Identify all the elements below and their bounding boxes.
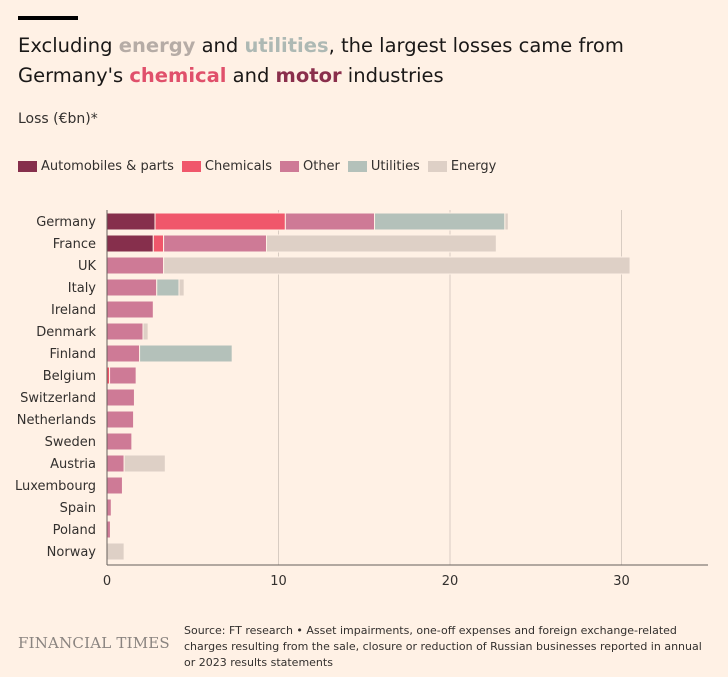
legend-item-chemicals: Chemicals	[181, 159, 272, 174]
bar-germany-energy	[504, 212, 509, 231]
title-highlight-utilities: utilities	[244, 34, 329, 57]
bar-france-chemicals	[152, 234, 165, 253]
bar-germany-chemicals	[154, 212, 286, 231]
title-highlight-motor: motor	[275, 64, 342, 87]
x-tick-label-10: 10	[270, 574, 287, 589]
bar-austria-energy	[123, 454, 166, 473]
bar-italy-utilities	[156, 278, 180, 297]
legend-label-utilities: Utilities	[370, 159, 420, 174]
bar-italy-energy	[178, 278, 185, 297]
bar-poland-other	[106, 520, 111, 539]
legend-item-automobiles: Automobiles & parts	[18, 159, 174, 174]
bar-spain-other	[106, 498, 112, 517]
category-label-luxembourg: Luxembourg	[15, 479, 96, 494]
category-label-austria: Austria	[50, 457, 96, 472]
category-label-france: France	[53, 237, 96, 252]
bar-finland-utilities	[139, 344, 233, 363]
bar-france-automobiles	[106, 234, 154, 253]
category-label-germany: Germany	[36, 215, 96, 230]
legend-label-chemicals: Chemicals	[204, 159, 272, 174]
category-label-poland: Poland	[53, 523, 96, 538]
category-label-denmark: Denmark	[36, 325, 96, 340]
legend-item-energy: Energy	[427, 159, 497, 174]
title-highlight-energy: energy	[118, 34, 196, 57]
title-highlight-chemical: chemical	[129, 64, 227, 87]
category-label-finland: Finland	[50, 347, 96, 362]
title-part-2: and	[195, 34, 245, 57]
x-tick-label-30: 30	[613, 574, 630, 589]
category-label-ireland: Ireland	[51, 303, 96, 318]
bar-italy-other	[106, 278, 158, 297]
bar-germany-automobiles	[106, 212, 156, 231]
category-label-netherlands: Netherlands	[17, 413, 96, 428]
bar-sweden-other	[106, 432, 133, 451]
bar-denmark-other	[106, 322, 144, 341]
source-note: Source: FT research • Asset impairments,…	[184, 624, 702, 669]
title-part-4: and	[226, 64, 276, 87]
legend-label-other: Other	[302, 159, 340, 174]
category-label-italy: Italy	[68, 281, 97, 296]
category-label-belgium: Belgium	[43, 369, 96, 384]
bar-netherlands-other	[106, 410, 135, 429]
legend-label-energy: Energy	[450, 159, 497, 174]
ft-logo: FINANCIAL TIMES	[18, 634, 170, 652]
legend-label-automobiles: Automobiles & parts	[41, 159, 174, 174]
legend-swatch-energy	[427, 161, 447, 172]
bar-norway-energy	[106, 542, 125, 561]
bar-uk-energy	[163, 256, 631, 275]
legend-item-utilities: Utilities	[347, 159, 420, 174]
chart-legend: Automobiles & parts Chemicals Other Utiliti…	[18, 159, 504, 174]
legend-swatch-utilities	[347, 161, 367, 172]
title-part-5: industries	[341, 64, 444, 87]
legend-swatch-chemicals	[181, 161, 201, 172]
bar-chart: 0 10 20 30 Germany France UK Italy Ireland Denmar…	[15, 210, 708, 589]
legend-swatch-other	[279, 161, 299, 172]
bar-ireland-other	[106, 300, 154, 319]
chart-title: Excluding energy and utilities, the larg…	[18, 31, 708, 91]
category-label-switzerland: Switzerland	[20, 391, 96, 406]
category-label-spain: Spain	[60, 501, 96, 516]
bar-belgium-other	[109, 366, 137, 385]
x-tick-label-0: 0	[103, 574, 111, 589]
x-tick-label-20: 20	[442, 574, 459, 589]
bar-france-other	[163, 234, 267, 253]
legend-swatch-automobiles	[18, 161, 37, 172]
bar-france-energy	[265, 234, 497, 253]
title-part-3: , the largest losses came from Germany's	[18, 34, 624, 87]
bar-uk-other	[106, 256, 165, 275]
bar-luxembourg-other	[106, 476, 123, 495]
bar-switzerland-other	[106, 388, 135, 407]
category-label-norway: Norway	[47, 545, 97, 560]
bar-austria-other	[106, 454, 125, 473]
legend-item-other: Other	[279, 159, 340, 174]
title-part-1: Excluding	[18, 34, 119, 57]
bar-germany-other	[284, 212, 376, 231]
bar-finland-other	[106, 344, 141, 363]
category-label-sweden: Sweden	[45, 435, 96, 450]
top-rule	[18, 16, 78, 20]
bar-denmark-energy	[142, 322, 149, 341]
category-label-uk: UK	[78, 259, 97, 274]
bar-germany-utilities	[374, 212, 506, 231]
chart-subtitle: Loss (€bn)*	[18, 111, 98, 127]
